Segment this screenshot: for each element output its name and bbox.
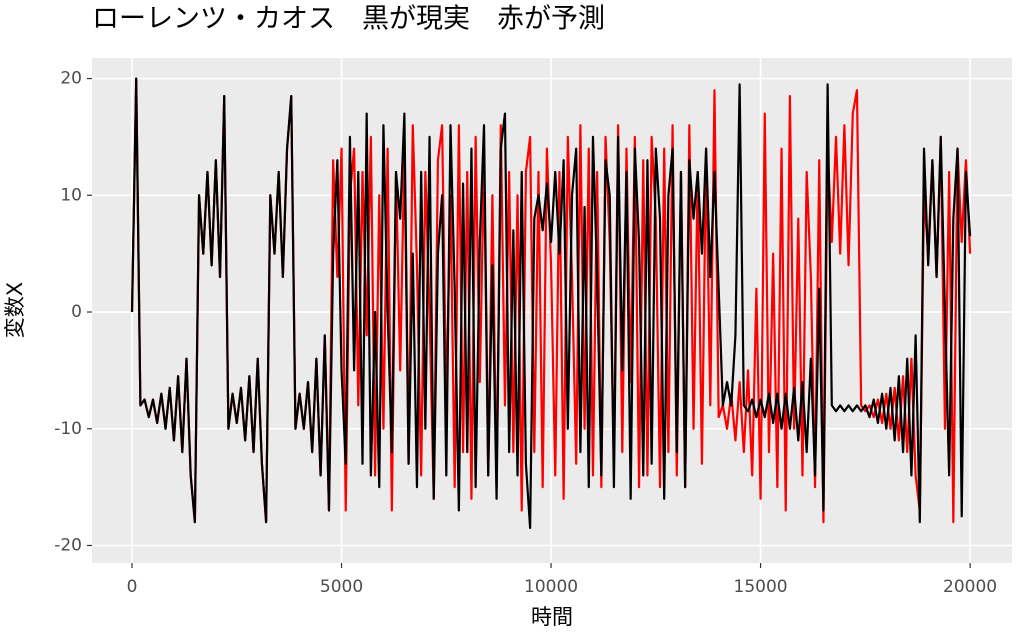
- y-tick-label: 0: [71, 302, 82, 322]
- x-tick-label: 20000: [943, 577, 997, 597]
- y-tick-label: 10: [60, 185, 82, 205]
- chart-title: ローレンツ・カオス 黒が現実 赤が予測: [92, 4, 605, 35]
- y-axis-label: 変数X: [3, 282, 27, 338]
- x-tick-label: 15000: [734, 577, 788, 597]
- x-axis-label: 時間: [531, 605, 573, 629]
- series-line: [130, 77, 972, 530]
- y-tick-label: -20: [54, 535, 82, 555]
- x-tick-label: 5000: [320, 577, 363, 597]
- y-tick-label: 20: [60, 69, 82, 89]
- y-tick-label: -10: [54, 419, 82, 439]
- x-tick-label: 10000: [524, 577, 578, 597]
- x-tick-label: 0: [127, 577, 138, 597]
